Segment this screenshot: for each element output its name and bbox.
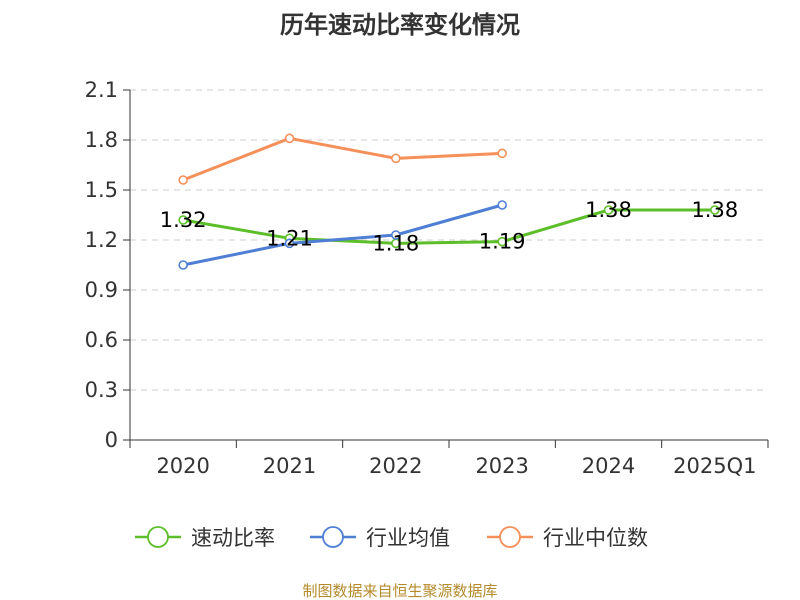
series-2 xyxy=(178,133,507,185)
series-point[interactable] xyxy=(497,200,507,210)
y-tick-label: 0.6 xyxy=(85,328,118,352)
chart-title: 历年速动比率变化情况 xyxy=(280,11,520,39)
legend-item-0[interactable]: 速动比率 xyxy=(135,526,275,550)
series-point[interactable] xyxy=(391,230,401,240)
data-label: 1.18 xyxy=(372,231,419,255)
y-tick-label: 0.3 xyxy=(85,378,118,402)
data-label: 1.38 xyxy=(691,198,738,222)
series-line xyxy=(182,208,715,245)
legend-label: 速动比率 xyxy=(191,526,275,550)
y-tick-label: 1.2 xyxy=(85,228,118,252)
legend: 速动比率 行业均值 行业中位数 xyxy=(135,526,648,550)
x-tick-label: 2024 xyxy=(582,454,635,478)
legend-circle-icon xyxy=(322,526,344,548)
series-1 xyxy=(178,200,507,270)
legend-item-1[interactable]: 行业均值 xyxy=(310,526,450,550)
x-tick-label: 2023 xyxy=(475,454,528,478)
series-point[interactable] xyxy=(497,236,507,247)
legend-label: 行业中位数 xyxy=(543,526,648,550)
y-tick-label: 1.8 xyxy=(85,128,118,152)
series-point[interactable] xyxy=(178,260,188,270)
x-tick-label: 2025Q1 xyxy=(673,454,756,478)
legend-label: 行业均值 xyxy=(366,526,450,550)
series-point[interactable] xyxy=(178,215,188,225)
series-point[interactable] xyxy=(497,148,507,159)
series-lines xyxy=(178,133,720,270)
x-tick-label: 2022 xyxy=(369,454,422,478)
y-tick-label: 0.9 xyxy=(85,278,118,302)
series-point[interactable] xyxy=(284,133,295,144)
y-tick-label: 0 xyxy=(105,428,118,452)
data-label: 1.19 xyxy=(479,230,526,254)
data-labels: 1.32 1.21 1.18 1.19 1.38 1.38 xyxy=(160,198,738,255)
data-label: 1.32 xyxy=(160,208,207,232)
series-0 xyxy=(178,205,720,249)
series-point[interactable] xyxy=(391,153,401,164)
data-label: 1.38 xyxy=(585,198,632,222)
grid-lines xyxy=(130,89,768,391)
axes: 0 0.3 0.6 0.9 1.2 1.5 1.8 2.1 2020 2021 2022 2023 20… xyxy=(85,78,769,478)
series-line xyxy=(182,203,503,267)
legend-circle-icon xyxy=(147,526,169,548)
series-point[interactable] xyxy=(603,205,614,215)
data-label: 1.21 xyxy=(266,226,313,250)
legend-item-2[interactable]: 行业中位数 xyxy=(487,526,648,550)
series-point[interactable] xyxy=(284,238,295,249)
series-line xyxy=(182,136,503,182)
series-point[interactable] xyxy=(178,175,188,185)
y-tick-label: 2.1 xyxy=(85,78,118,102)
source-note: 制图数据来自恒生聚源数据库 xyxy=(302,582,497,600)
y-tick-label: 1.5 xyxy=(85,178,118,202)
x-tick-label: 2020 xyxy=(156,454,209,478)
series-point[interactable] xyxy=(710,205,720,215)
x-tick-label: 2021 xyxy=(263,454,316,478)
legend-circle-icon xyxy=(499,526,521,548)
